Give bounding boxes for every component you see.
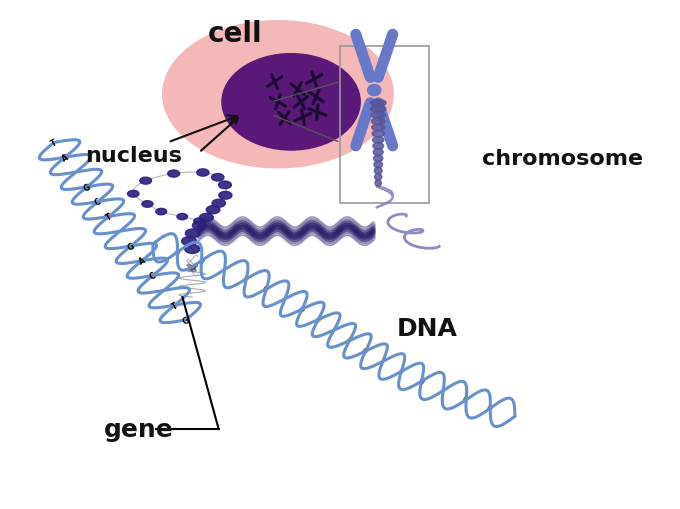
- Ellipse shape: [371, 100, 386, 107]
- Ellipse shape: [197, 169, 209, 177]
- Text: chromosome: chromosome: [482, 148, 643, 168]
- Ellipse shape: [375, 180, 381, 187]
- Ellipse shape: [182, 237, 197, 246]
- Ellipse shape: [194, 264, 198, 267]
- Text: DNA: DNA: [396, 316, 457, 340]
- Ellipse shape: [163, 22, 393, 168]
- Ellipse shape: [189, 266, 196, 270]
- Ellipse shape: [375, 174, 381, 181]
- Text: cell: cell: [208, 20, 262, 48]
- Ellipse shape: [199, 214, 214, 222]
- Ellipse shape: [177, 214, 188, 220]
- Text: G: G: [82, 182, 92, 193]
- Ellipse shape: [372, 125, 385, 131]
- Ellipse shape: [185, 245, 200, 254]
- Text: G: G: [126, 241, 136, 252]
- Ellipse shape: [128, 191, 139, 197]
- Ellipse shape: [142, 201, 153, 208]
- Ellipse shape: [187, 264, 191, 267]
- Ellipse shape: [168, 171, 180, 178]
- Ellipse shape: [222, 54, 360, 151]
- Ellipse shape: [371, 119, 385, 125]
- Ellipse shape: [374, 168, 382, 175]
- Text: C: C: [93, 197, 103, 208]
- Ellipse shape: [140, 178, 152, 185]
- Text: G: G: [181, 315, 190, 326]
- Ellipse shape: [186, 230, 200, 238]
- Ellipse shape: [371, 112, 386, 119]
- Ellipse shape: [194, 218, 204, 224]
- Text: T: T: [104, 211, 114, 222]
- Ellipse shape: [156, 209, 167, 215]
- Text: gene: gene: [103, 417, 173, 441]
- Ellipse shape: [206, 206, 220, 214]
- Text: T: T: [50, 138, 58, 148]
- Ellipse shape: [372, 131, 384, 137]
- Text: nucleus: nucleus: [86, 116, 237, 166]
- Ellipse shape: [188, 269, 192, 272]
- Ellipse shape: [192, 222, 207, 230]
- Text: C: C: [148, 270, 157, 281]
- Ellipse shape: [192, 269, 197, 272]
- Text: T: T: [171, 301, 180, 311]
- Ellipse shape: [371, 106, 386, 113]
- Text: A: A: [60, 152, 69, 163]
- Text: A: A: [137, 256, 147, 267]
- Ellipse shape: [373, 150, 383, 156]
- Ellipse shape: [368, 86, 381, 97]
- Bar: [341, 47, 429, 204]
- Ellipse shape: [374, 162, 382, 168]
- Ellipse shape: [373, 156, 383, 162]
- Ellipse shape: [373, 144, 384, 150]
- Ellipse shape: [219, 192, 232, 200]
- Ellipse shape: [218, 182, 231, 189]
- Ellipse shape: [211, 174, 224, 182]
- Ellipse shape: [212, 200, 226, 208]
- Ellipse shape: [373, 137, 384, 144]
